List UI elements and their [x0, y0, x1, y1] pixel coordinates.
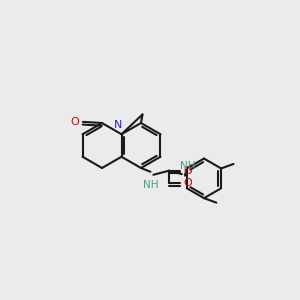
Text: N: N	[114, 120, 123, 130]
Text: O: O	[183, 178, 192, 188]
Text: O: O	[70, 117, 79, 127]
Text: NH: NH	[142, 179, 158, 190]
Text: NH: NH	[180, 161, 196, 171]
Text: O: O	[183, 166, 192, 176]
